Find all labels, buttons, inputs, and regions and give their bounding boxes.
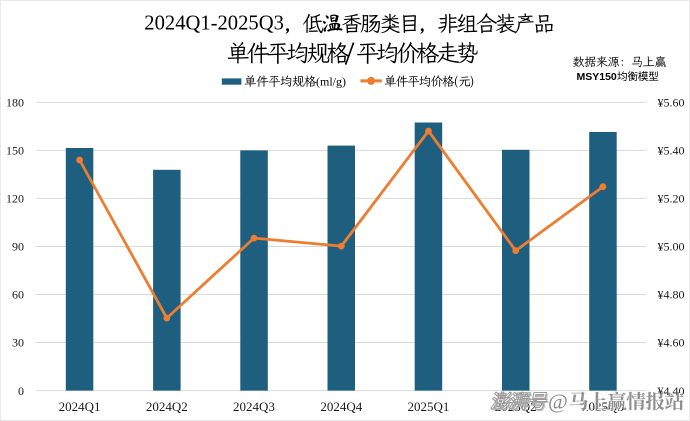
svg-text:120: 120 xyxy=(6,192,24,206)
svg-text:¥5.20: ¥5.20 xyxy=(658,192,685,206)
svg-text:2025Q1: 2025Q1 xyxy=(408,399,450,414)
svg-text:90: 90 xyxy=(12,240,24,254)
svg-text:MSY150: MSY150 xyxy=(577,71,617,83)
svg-text:0: 0 xyxy=(18,384,24,398)
svg-text:@: @ xyxy=(549,391,569,415)
svg-text:30: 30 xyxy=(12,336,24,350)
svg-text:¥4.60: ¥4.60 xyxy=(658,336,685,350)
svg-text:2024Q1: 2024Q1 xyxy=(59,399,101,414)
svg-text:2024Q4: 2024Q4 xyxy=(320,399,362,414)
svg-text:60: 60 xyxy=(12,288,24,302)
svg-text:(ml/g): (ml/g) xyxy=(316,75,346,89)
svg-text:150: 150 xyxy=(6,144,24,158)
svg-text:2024Q3: 2024Q3 xyxy=(233,399,275,414)
svg-text:¥4.80: ¥4.80 xyxy=(658,288,685,302)
svg-text:¥5.40: ¥5.40 xyxy=(658,144,685,158)
svg-text:180: 180 xyxy=(6,96,24,110)
svg-text:¥5.60: ¥5.60 xyxy=(658,96,685,110)
svg-text:2024Q1-2025Q3: 2024Q1-2025Q3 xyxy=(144,12,284,34)
svg-text:@: @ xyxy=(548,390,568,414)
svg-text:2024Q2: 2024Q2 xyxy=(146,399,188,414)
svg-text:¥5.00: ¥5.00 xyxy=(658,240,685,254)
